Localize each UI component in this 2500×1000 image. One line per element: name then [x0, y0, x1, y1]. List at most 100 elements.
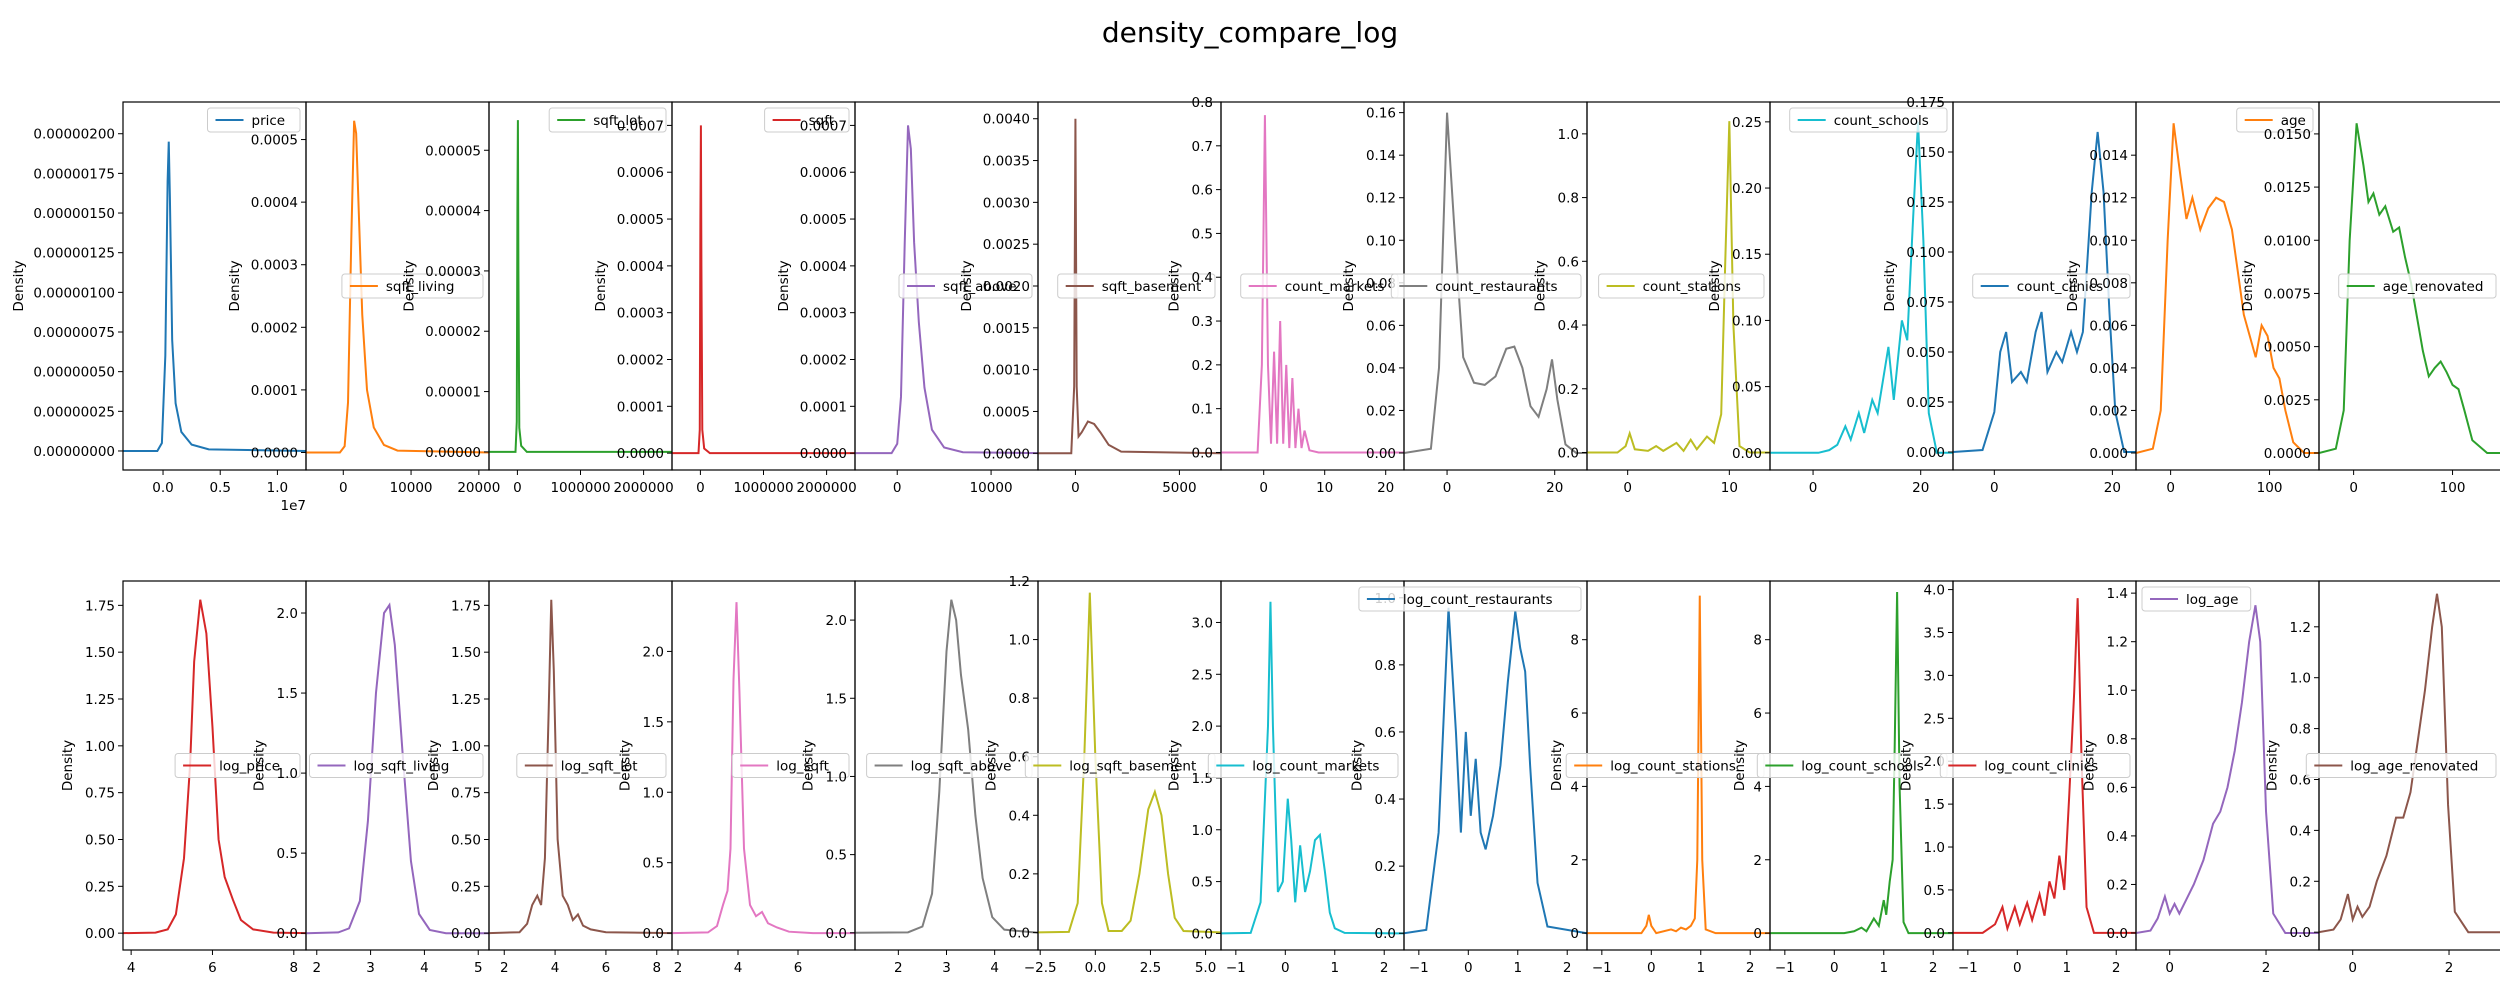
x-tick-label: 0 [2348, 960, 2357, 976]
y-tick-label: 0.0002 [800, 353, 847, 369]
y-tick-label: 0.0 [643, 926, 664, 942]
y-axis-label: Density [227, 260, 243, 311]
legend: sqft_living [341, 273, 484, 299]
y-tick-label: 0.008 [2089, 276, 2128, 292]
y-axis-label: Density [1549, 740, 1565, 791]
y-tick-label: 0.8 [2107, 732, 2128, 748]
legend: age_renovated [2338, 273, 2497, 299]
legend-label: log_sqft_basement [1069, 759, 1196, 775]
x-tick-label: 100 [2257, 480, 2283, 496]
x-tick-label: −1 [1409, 960, 1429, 976]
x-tick-label: 0 [339, 480, 348, 496]
x-tick-label: 10 [1316, 480, 1333, 496]
legend-box [1789, 107, 1948, 133]
y-axis-label: Density [60, 740, 76, 791]
y-tick-label: 0.2 [1558, 382, 1579, 398]
x-tick-label: 0 [1259, 480, 1268, 496]
y-tick-label: 2.5 [1924, 711, 1945, 727]
y-tick-label: 0.0002 [251, 320, 298, 336]
y-tick-label: 1.50 [451, 645, 481, 661]
y-tick-label: 0.00000025 [33, 404, 115, 420]
y-tick-label: 0.0000 [617, 446, 664, 462]
x-tick-label: 5 [474, 960, 483, 976]
y-tick-label: 0.15 [1732, 247, 1762, 263]
legend-label: log_age [2186, 592, 2238, 608]
x-tick-label: 0 [1990, 480, 1999, 496]
y-tick-label: 8 [1753, 633, 1762, 649]
legend-label: sqft_above [943, 279, 1017, 295]
legend-label: sqft_living [386, 279, 455, 295]
y-tick-label: 0.14 [1366, 148, 1396, 164]
x-tick-label: 1 [2062, 960, 2071, 976]
y-tick-label: 0.0003 [251, 258, 298, 274]
y-tick-label: 0.0004 [617, 259, 664, 275]
y-tick-label: 0.150 [1906, 145, 1945, 161]
x-tick-label: 3 [366, 960, 375, 976]
x-tick-label: 5.0 [1195, 960, 1216, 976]
y-tick-label: 0.0006 [800, 165, 847, 181]
y-tick-label: 3.0 [1924, 668, 1945, 684]
x-tick-label: −1 [1226, 960, 1246, 976]
y-tick-label: 2.0 [1192, 719, 1213, 735]
y-tick-label: 1.2 [1009, 574, 1030, 590]
y-tick-label: 0.0030 [983, 195, 1030, 211]
y-axis-label: Density [776, 260, 792, 311]
y-axis-label: Density [959, 260, 975, 311]
subplot-sqft-living: 0.0000 0.0001 0.0002 0.0003 0.0004 0.0005 0 100… [227, 101, 500, 496]
legend: log_age [2141, 586, 2252, 612]
y-tick-label: 0.0025 [983, 237, 1030, 253]
density-line [489, 120, 672, 453]
y-tick-label: 0.0005 [800, 212, 847, 228]
y-tick-label: 0.8 [1375, 658, 1396, 674]
subplot-sqft: 0.0000 0.0001 0.0002 0.0003 0.0004 0.0005 0.00… [593, 101, 857, 496]
y-tick-label: 1.25 [451, 692, 481, 708]
y-tick-label: 0.014 [2089, 148, 2128, 164]
legend: sqft_basement [1057, 273, 1216, 299]
y-axis-label: Density [1707, 260, 1723, 311]
x-tick-label: 1.0 [267, 480, 288, 496]
y-tick-label: 0.6 [1009, 750, 1030, 766]
y-tick-label: 0.4 [1558, 318, 1579, 334]
x-tick-label: 0 [893, 480, 902, 496]
legend-label: log_count_clinics [1984, 759, 2098, 775]
density-line [2319, 593, 2500, 934]
x-tick-label: 100 [2440, 480, 2466, 496]
y-tick-label: 0.00000050 [33, 365, 115, 381]
y-tick-label: 1.50 [85, 645, 115, 661]
x-tick-label: 2 [500, 960, 509, 976]
y-tick-label: 0.02 [1366, 403, 1396, 419]
legend-label: price [252, 113, 286, 129]
x-tick-label: 4 [990, 960, 999, 976]
y-tick-label: 0.50 [451, 832, 481, 848]
x-tick-label: 20 [1546, 480, 1563, 496]
y-tick-label: 0.0 [826, 926, 847, 942]
x-tick-label: 2 [312, 960, 321, 976]
y-tick-label: 0.00000175 [33, 166, 115, 182]
legend-label: log_sqft_above [911, 759, 1012, 775]
x-tick-label: 4 [734, 960, 743, 976]
y-tick-label: 1.0 [826, 769, 847, 785]
y-tick-label: 0.20 [1732, 181, 1762, 197]
y-tick-label: 0.50 [85, 832, 115, 848]
legend: price [207, 107, 301, 133]
density-line [1221, 601, 1404, 935]
x-tick-label: 2 [894, 960, 903, 976]
y-tick-label: 0.04 [1366, 361, 1396, 377]
legend: log_count_restaurants [1358, 586, 1582, 612]
y-tick-label: 0.0010 [983, 363, 1030, 379]
density-line [1038, 592, 1221, 934]
legend-label: log_sqft_lot [561, 759, 638, 775]
y-tick-label: 1.0 [2107, 683, 2128, 699]
y-tick-label: 0.4 [1192, 270, 1213, 286]
x-tick-label: 3 [942, 960, 951, 976]
x-tick-label: 1 [1879, 960, 1888, 976]
x-tick-label: 2 [2112, 960, 2121, 976]
y-tick-label: 0.0025 [2264, 393, 2311, 409]
legend-label: sqft [809, 113, 834, 129]
y-tick-label: 2.5 [1192, 667, 1213, 683]
density-line [2136, 123, 2319, 454]
subplot-log-sqft-basement: 0.0 0.2 0.4 0.6 0.8 1.0 1.2 −2.5 0.0 2.5 5.0 Densit… [983, 574, 1222, 976]
x-tick-label: 0 [1647, 960, 1656, 976]
legend-box [2305, 753, 2497, 778]
